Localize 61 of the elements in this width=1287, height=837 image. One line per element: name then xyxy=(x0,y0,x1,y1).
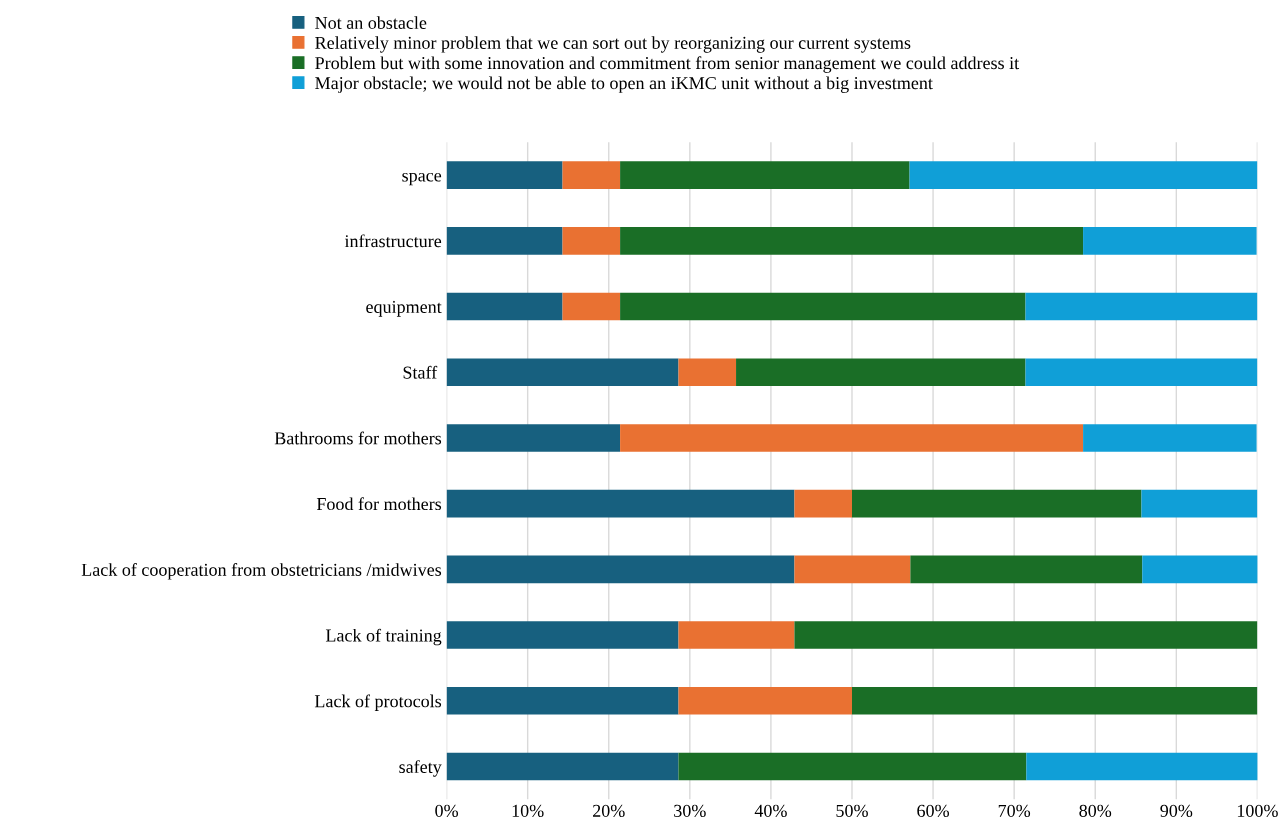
bar xyxy=(851,489,1142,518)
y-tick-label: safety xyxy=(399,760,442,777)
bar xyxy=(851,686,1258,715)
y-tick-label: infrastructure xyxy=(344,234,442,248)
bar xyxy=(446,358,679,387)
x-tick-label: 30% xyxy=(674,804,706,817)
x-tick-label: 90% xyxy=(1160,804,1193,817)
bar xyxy=(1026,752,1258,781)
legend-label: Not an obstacle xyxy=(315,16,427,29)
bar xyxy=(446,621,679,649)
y-tick-label: Staff xyxy=(403,365,438,379)
y-tick-label: Food for mothers xyxy=(316,497,442,511)
bar xyxy=(446,227,563,255)
y-tick-label: space xyxy=(402,172,442,186)
bar xyxy=(794,621,1258,649)
bar xyxy=(678,358,737,387)
bar xyxy=(1142,555,1258,584)
bar xyxy=(620,227,1084,255)
y-tick-label: Lack of protocols xyxy=(314,694,442,711)
bar xyxy=(446,686,679,715)
bar xyxy=(446,752,679,781)
bar xyxy=(446,161,563,189)
bar xyxy=(446,555,795,584)
x-tick-label: 10% xyxy=(512,804,544,817)
bar xyxy=(1025,292,1258,321)
bar xyxy=(736,358,1026,387)
bar xyxy=(620,424,1084,452)
legend-label: Problem but with some innovation and commitment from senior management we could address it xyxy=(315,56,1020,73)
x-tick-label: 70% xyxy=(998,804,1031,817)
bar xyxy=(562,161,621,189)
bar xyxy=(1141,489,1258,518)
x-tick-label: 40% xyxy=(754,804,787,817)
bar xyxy=(910,555,1143,584)
bar xyxy=(620,161,910,189)
legend-label: Major obstacle; we would not be able to open an iKMC unit without a big investment xyxy=(315,76,933,93)
y-tick-label: Bathrooms for mothers xyxy=(274,431,442,445)
bar xyxy=(620,292,1026,321)
bar xyxy=(1083,424,1257,452)
x-tick-label: 20% xyxy=(593,804,625,817)
bar xyxy=(794,489,852,518)
x-tick-label: 100% xyxy=(1237,804,1278,817)
bar xyxy=(446,424,621,452)
legend-label: Relatively minor problem that we can sort out by reorganizing our current systems xyxy=(315,36,911,53)
x-tick-label: 60% xyxy=(917,804,950,817)
bar xyxy=(1083,227,1257,255)
bar xyxy=(446,292,563,321)
x-tick-label: 80% xyxy=(1079,804,1112,817)
bar xyxy=(562,292,621,321)
y-tick-label: equipment xyxy=(366,300,442,317)
bar xyxy=(909,161,1258,189)
bar xyxy=(794,555,911,584)
y-tick-label: Lack of cooperation from obstetricians /midwives xyxy=(81,563,442,580)
y-tick-label: Lack of training xyxy=(325,628,442,646)
x-tick-label: 50% xyxy=(836,804,868,817)
bar xyxy=(678,752,1027,781)
bar xyxy=(1025,358,1258,387)
x-tick-label: 0% xyxy=(435,804,459,817)
bar xyxy=(446,489,795,518)
bar xyxy=(678,621,795,649)
bar xyxy=(678,686,852,715)
bar xyxy=(562,227,621,255)
